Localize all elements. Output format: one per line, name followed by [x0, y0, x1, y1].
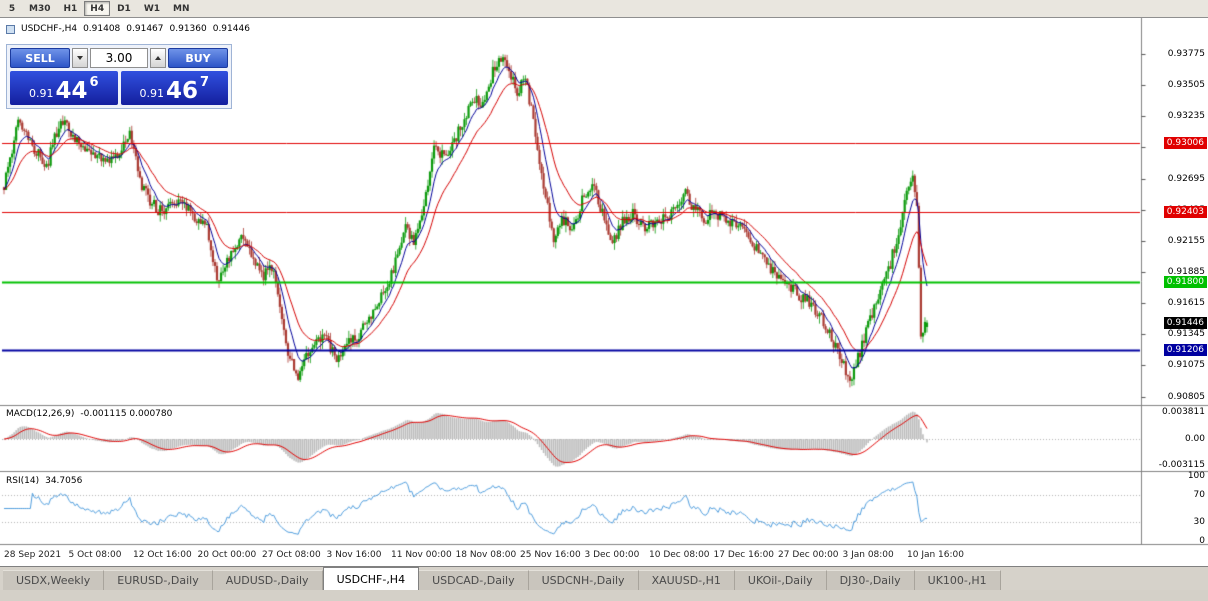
timeframe-button-m30[interactable]: M30	[29, 3, 51, 14]
timeframe-button-w1[interactable]: W1	[143, 3, 161, 14]
level-price-badge: 0.91800	[1163, 275, 1207, 288]
time-axis-label: 20 Oct 00:00	[197, 550, 257, 560]
time-axis-label: 25 Nov 16:00	[520, 550, 581, 560]
timeframe-button-5[interactable]: 5	[8, 3, 16, 14]
price-tick-label: 0.91615	[1167, 298, 1205, 309]
rsi-axis-label: 70	[1193, 490, 1205, 501]
price-tick-label: 0.91885	[1167, 266, 1205, 277]
price-tick-label: 0.91075	[1167, 360, 1205, 371]
status-strip	[0, 590, 1208, 601]
sell-price-prefix: 0.91	[28, 87, 54, 100]
chart-region: USDCHF-,H4 0.91408 0.91467 0.91360 0.914…	[0, 18, 1208, 566]
buy-button[interactable]: BUY	[168, 48, 228, 68]
time-axis: 28 Sep 2021 5 Oct 08:00 12 Oct 16:00 20 Oct…	[0, 545, 1140, 566]
one-click-trading-panel: SELL 3.00 BUY 0.91 44 6 0.91 46	[6, 44, 232, 109]
timeframe-button-d1[interactable]: D1	[117, 3, 131, 14]
symbol-period-label: USDCHF-,H4	[21, 24, 78, 34]
level-price-badge: 0.93006	[1163, 136, 1207, 149]
macd-axis-label: 0.00	[1184, 434, 1205, 444]
price-tick-label: 0.93775	[1167, 49, 1205, 60]
volume-increase-button[interactable]	[150, 48, 166, 68]
chart-tab-2[interactable]: EURUSD-,Daily	[104, 570, 213, 590]
price-axis: 0.937750.935050.932350.929650.926950.924…	[1142, 18, 1208, 566]
price-tick-label: 0.92695	[1167, 173, 1205, 184]
ohlc-open: 0.91408	[83, 24, 121, 34]
time-axis-label: 3 Jan 08:00	[842, 550, 894, 560]
triangle-down-icon	[77, 56, 83, 60]
time-axis-label: 5 Oct 08:00	[68, 550, 122, 560]
rsi-axis-label: 100	[1187, 471, 1205, 481]
buy-price-prefix: 0.91	[139, 87, 164, 100]
chart-tab-3[interactable]: AUDUSD-,Daily	[212, 570, 323, 590]
rsi-axis-label: 30	[1193, 516, 1205, 527]
sell-button[interactable]: SELL	[10, 48, 70, 68]
price-tick-label: 0.90805	[1167, 391, 1205, 402]
time-axis-label: 3 Dec 00:00	[584, 550, 640, 560]
macd-name: MACD(12,26,9)	[6, 409, 75, 419]
price-tick-label: 0.93505	[1167, 80, 1205, 91]
macd-indicator-label: MACD(12,26,9) -0.001115 0.000780	[6, 409, 172, 419]
timeframe-toolbar: 5 M30 H1 H4 D1 W1 MN	[0, 0, 1208, 18]
rsi-axis-label: 0	[1199, 536, 1205, 546]
time-axis-label: 28 Sep 2021	[4, 550, 62, 560]
chart-tab-7[interactable]: XAUUSD-,H1	[638, 570, 735, 590]
macd-values: -0.001115 0.000780	[80, 409, 173, 419]
triangle-up-icon	[155, 56, 161, 60]
candlestick-chart-canvas[interactable]	[0, 18, 1208, 566]
price-tick-label: 0.93235	[1167, 111, 1205, 122]
chart-tabs-bar: USDX,Weekly EURUSD-,Daily AUDUSD-,Daily USD…	[0, 566, 1208, 590]
timeframe-button-mn[interactable]: MN	[173, 3, 190, 14]
macd-axis-label: -0.003115	[1158, 460, 1205, 470]
sell-price-pip-digit: 6	[89, 75, 99, 90]
timeframe-button-h1[interactable]: H1	[63, 3, 78, 14]
ohlc-high: 0.91467	[126, 24, 164, 34]
level-price-badge: 0.92403	[1163, 206, 1207, 219]
chart-tab-10[interactable]: UK100-,H1	[914, 570, 1001, 590]
buy-price-pip-digit: 7	[199, 75, 210, 90]
time-axis-label: 17 Dec 16:00	[713, 550, 775, 560]
time-axis-label: 3 Nov 16:00	[326, 550, 382, 560]
time-axis-label: 27 Oct 08:00	[262, 550, 321, 560]
level-price-badge: 0.91206	[1163, 344, 1207, 357]
price-tick-label: 0.91345	[1167, 329, 1205, 340]
chart-tab-9[interactable]: DJ30-,Daily	[826, 570, 915, 590]
time-axis-label: 27 Dec 00:00	[778, 550, 839, 560]
chart-tab-4[interactable]: USDCHF-,H4	[322, 567, 420, 590]
time-axis-label: 10 Dec 08:00	[649, 550, 710, 560]
rsi-value: 34.7056	[45, 476, 83, 486]
chart-ohlc-header: USDCHF-,H4 0.91408 0.91467 0.91360 0.914…	[6, 24, 250, 34]
current-price-badge: 0.91446	[1163, 316, 1207, 329]
volume-input[interactable]: 3.00	[90, 48, 148, 68]
timeframe-button-h4[interactable]: H4	[84, 1, 111, 16]
ohlc-close: 0.91446	[212, 24, 250, 34]
volume-decrease-button[interactable]	[72, 48, 88, 68]
macd-axis-label: 0.003811	[1162, 407, 1205, 417]
time-axis-label: 10 Jan 16:00	[907, 550, 964, 560]
rsi-indicator-label: RSI(14) 34.7056	[6, 476, 82, 486]
sell-price-big-digits: 44	[55, 78, 88, 104]
buy-price-display[interactable]: 0.91 46 7	[120, 71, 228, 105]
rsi-name: RSI(14)	[6, 476, 40, 486]
chart-tab-1[interactable]: USDX,Weekly	[3, 570, 105, 590]
time-axis-label: 12 Oct 16:00	[133, 550, 192, 560]
chart-tab-5[interactable]: USDCAD-,Daily	[419, 570, 529, 590]
time-axis-label: 11 Nov 00:00	[391, 550, 452, 560]
chart-tab-6[interactable]: USDCNH-,Daily	[528, 570, 639, 590]
buy-price-big-digits: 46	[165, 78, 198, 104]
chart-tab-8[interactable]: UKOil-,Daily	[734, 570, 827, 590]
chart-icon	[6, 24, 15, 34]
sell-price-display[interactable]: 0.91 44 6	[10, 71, 118, 105]
time-axis-label: 18 Nov 08:00	[455, 550, 517, 560]
price-tick-label: 0.92155	[1167, 235, 1205, 246]
ohlc-low: 0.91360	[169, 24, 207, 34]
